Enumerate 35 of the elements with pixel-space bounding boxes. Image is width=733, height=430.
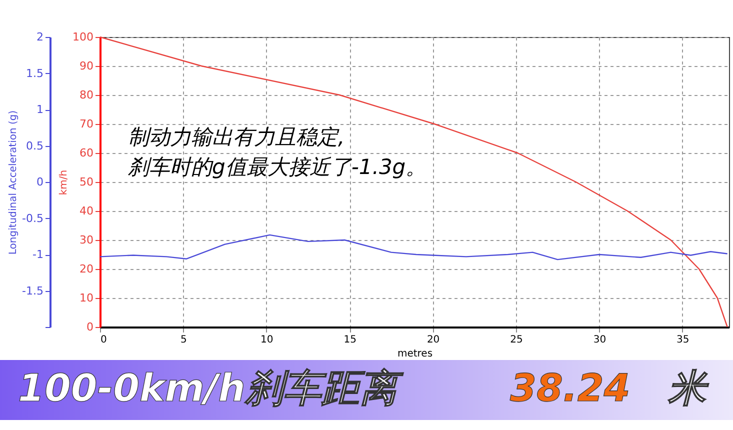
y-tick-label: 90 [80,60,94,72]
line-series [99,234,728,260]
y-tick-label: 30 [80,234,94,246]
y2-tick-label: -0.5 [22,212,44,225]
x-tick-label: 20 [426,334,440,346]
y-tick-label: 0 [86,320,94,334]
y2-tick-label: 0 [36,176,44,188]
x-tick-label: 15 [344,334,356,346]
y-tick-label: 70 [80,118,94,130]
y2-tick-label: -1.5 [22,284,44,298]
y2-tick-label: -1 [32,248,44,261]
y-tick-label: 60 [80,146,94,160]
y2-tick-label: 2 [36,30,44,44]
x-tick-label: 30 [593,334,606,346]
x-tick-label: 10 [260,334,274,346]
x-tick-label: 25 [510,334,523,346]
y-tick-label: 80 [80,88,94,102]
text: 38.24 [510,366,630,410]
x-tick-label: 35 [676,334,690,346]
y-tick-label: 40 [80,204,94,218]
text: 100-0km/h刹车距离 [18,366,404,410]
y-tick-label: 100 [72,30,94,44]
x-axis-title: metres [397,348,433,360]
y2-axis-title: Longitudinal Acceleration (g) [8,110,20,255]
y2-tick-label: 1 [36,103,44,116]
y2-tick-label: 1.5 [26,66,44,80]
y2-tick-label: 0.5 [26,139,44,152]
y-axis-title: km/h [58,170,70,196]
y-tick-label: 50 [80,176,94,188]
y-tick-label: 20 [80,262,94,276]
x-tick-label: 0 [100,334,107,346]
x-tick-label: 5 [180,334,187,346]
y-tick-label: 10 [80,292,94,304]
text: 米 [667,366,710,410]
annotation: 制动力输出有力且稳定, 刹车时的g值最大接近了-1.3g。 [127,125,427,179]
